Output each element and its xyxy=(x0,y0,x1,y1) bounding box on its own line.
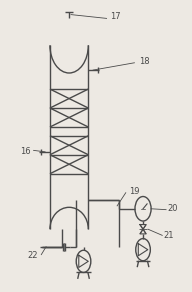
Text: 21: 21 xyxy=(164,231,174,239)
Text: 17: 17 xyxy=(110,12,121,20)
Text: 22: 22 xyxy=(27,251,38,260)
Text: 20: 20 xyxy=(168,204,178,213)
Text: 19: 19 xyxy=(129,187,140,196)
Text: 16: 16 xyxy=(20,147,30,156)
Text: 18: 18 xyxy=(139,57,149,66)
